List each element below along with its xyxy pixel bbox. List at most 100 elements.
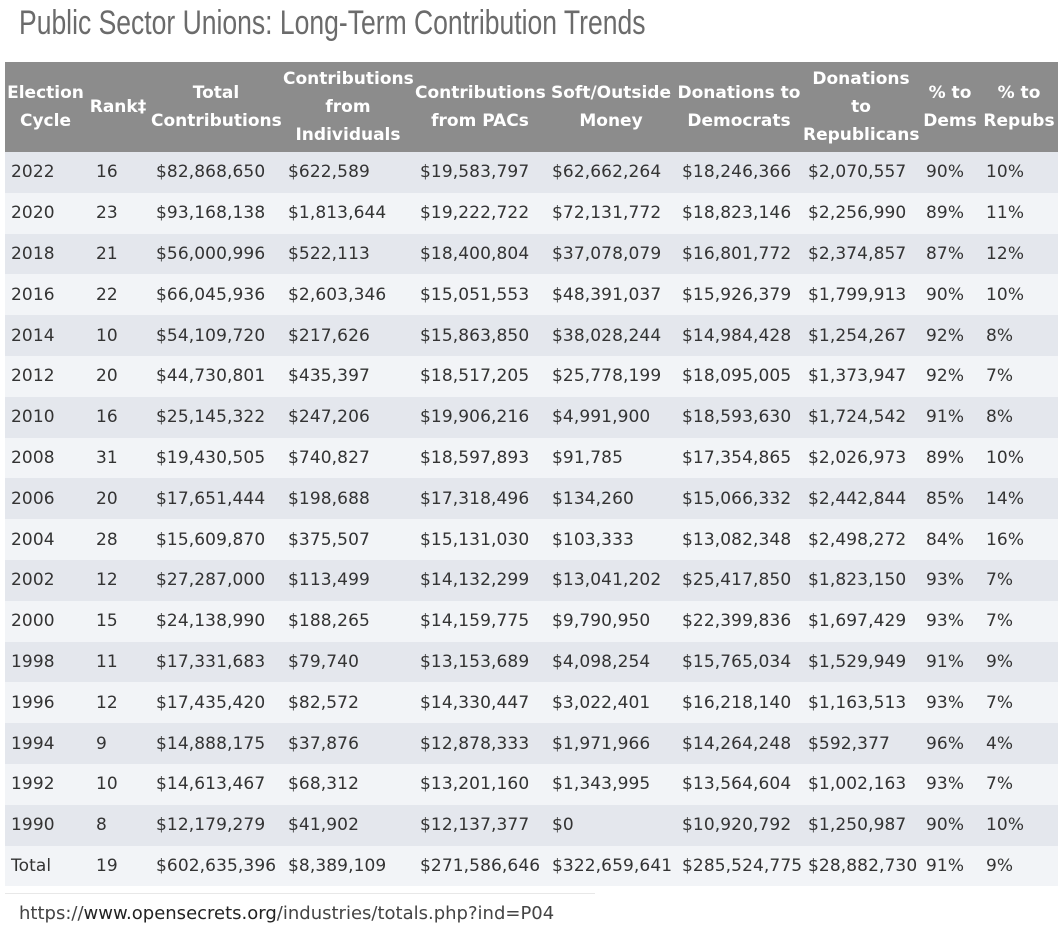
table-cell-election-cycle: 2014 — [5, 315, 86, 356]
table-cell-pct-dems: 89% — [920, 192, 980, 234]
table-cell-rank: 28 — [86, 519, 150, 560]
table-row: 2004 28 $15,609,870 $375,507 $15,131,030 $103… — [5, 519, 1058, 560]
page-title: Public Sector Unions: Long-Term Contribu… — [19, 4, 646, 42]
table-row: 2020 23 $93,168,138 $1,813,644 $19,222,722 $7… — [5, 192, 1058, 234]
table-row: 2012 20 $44,730,801 $435,397 $18,517,205 $25,… — [5, 355, 1058, 397]
table-cell-election-cycle: 1992 — [5, 763, 86, 805]
table-cell-total-contributions: $66,045,936 — [150, 274, 282, 316]
table-cell-contributions-individuals: $375,507 — [282, 519, 414, 560]
table-cell-pct-dems: 85% — [920, 478, 980, 520]
table-cell-soft-outside-money: $134,260 — [546, 478, 676, 520]
table-cell-contributions-individuals: $217,626 — [282, 315, 414, 356]
table-cell-pct-repubs: 16% — [980, 519, 1058, 560]
table-cell-contributions-pacs: $19,222,722 — [414, 192, 546, 234]
table-cell-donations-democrats: $16,801,772 — [676, 233, 802, 275]
table-cell-contributions-individuals: $1,813,644 — [282, 192, 414, 234]
table-cell-contributions-pacs: $14,159,775 — [414, 600, 546, 642]
table-cell-soft-outside-money: $1,343,995 — [546, 763, 676, 805]
table-cell-donations-republicans: $1,823,150 — [802, 559, 920, 601]
table-cell-pct-dems: 92% — [920, 315, 980, 356]
table-cell-donations-democrats: $18,095,005 — [676, 355, 802, 397]
table-cell-contributions-individuals: $79,740 — [282, 641, 414, 683]
table-cell-donations-republicans: $1,799,913 — [802, 274, 920, 316]
table-cell-total-contributions: $56,000,996 — [150, 233, 282, 275]
table-cell-contributions-individuals: $435,397 — [282, 355, 414, 397]
table-cell-contributions-pacs: $17,318,496 — [414, 478, 546, 520]
table-cell-donations-republicans: $1,254,267 — [802, 315, 920, 356]
table-cell-donations-democrats: $22,399,836 — [676, 600, 802, 642]
source-link[interactable]: https://www.opensecrets.org/industries/t… — [19, 903, 554, 924]
column-header-contributions-individuals: Contributions from Individuals — [282, 62, 414, 152]
table-cell-rank: 9 — [86, 723, 150, 764]
table-cell-pct-dems: 91% — [920, 845, 980, 887]
table-row: 2000 15 $24,138,990 $188,265 $14,159,775 $9,7… — [5, 600, 1058, 642]
table-cell-donations-democrats: $18,593,630 — [676, 396, 802, 438]
table-cell-contributions-individuals: $522,113 — [282, 233, 414, 275]
table-cell-donations-democrats: $15,926,379 — [676, 274, 802, 316]
table-cell-total-contributions: $12,179,279 — [150, 804, 282, 846]
column-header-pct-repubs: % to Repubs — [980, 62, 1058, 152]
column-header-donations-republicans: Donations to Republicans — [802, 62, 920, 152]
table-cell-contributions-individuals: $82,572 — [282, 682, 414, 724]
table-cell-donations-democrats: $15,066,332 — [676, 478, 802, 520]
table-cell-total-contributions: $17,435,420 — [150, 682, 282, 724]
table-cell-donations-republicans: $2,026,973 — [802, 437, 920, 479]
table-cell-total-contributions: $25,145,322 — [150, 396, 282, 438]
table-row: 1994 9 $14,888,175 $37,876 $12,878,333 $1,971… — [5, 723, 1058, 764]
table-cell-contributions-pacs: $18,597,893 — [414, 437, 546, 479]
table-cell-election-cycle: 2020 — [5, 192, 86, 234]
table-cell-election-cycle: 2016 — [5, 274, 86, 316]
table-cell-total-contributions: $17,331,683 — [150, 641, 282, 683]
table-cell-election-cycle: 1996 — [5, 682, 86, 724]
table-cell-rank: 16 — [86, 152, 150, 193]
table-cell-rank: 12 — [86, 682, 150, 724]
table-cell-rank: 31 — [86, 437, 150, 479]
table-cell-election-cycle: 2002 — [5, 559, 86, 601]
table-cell-pct-repubs: 8% — [980, 315, 1058, 356]
table-cell-soft-outside-money: $72,131,772 — [546, 192, 676, 234]
table-cell-donations-democrats: $18,823,146 — [676, 192, 802, 234]
table-cell-soft-outside-money: $322,659,641 — [546, 845, 676, 887]
column-header-total-contributions: Total Contributions — [150, 62, 282, 152]
table-cell-contributions-individuals: $247,206 — [282, 396, 414, 438]
table-cell-rank: 19 — [86, 845, 150, 887]
table-cell-pct-repubs: 7% — [980, 763, 1058, 805]
table-cell-contributions-individuals: $8,389,109 — [282, 845, 414, 887]
table-cell-contributions-pacs: $12,137,377 — [414, 804, 546, 846]
table-cell-donations-democrats: $285,524,775 — [676, 845, 802, 887]
table-row: 2002 12 $27,287,000 $113,499 $14,132,299 $13,… — [5, 559, 1058, 601]
table-cell-pct-repubs: 14% — [980, 478, 1058, 520]
table-cell-pct-dems: 87% — [920, 233, 980, 275]
table-cell-rank: 15 — [86, 600, 150, 642]
table-cell-contributions-pacs: $15,131,030 — [414, 519, 546, 560]
table-cell-pct-dems: 90% — [920, 804, 980, 846]
table-row: 1996 12 $17,435,420 $82,572 $14,330,447 $3,02… — [5, 682, 1058, 724]
table-cell-soft-outside-money: $4,098,254 — [546, 641, 676, 683]
table-cell-rank: 21 — [86, 233, 150, 275]
table-row: 2010 16 $25,145,322 $247,206 $19,906,216 $4,9… — [5, 396, 1058, 438]
table-cell-total-contributions: $24,138,990 — [150, 600, 282, 642]
table-cell-election-cycle: 2000 — [5, 600, 86, 642]
table-cell-donations-republicans: $2,498,272 — [802, 519, 920, 560]
table-cell-contributions-individuals: $113,499 — [282, 559, 414, 601]
table-cell-election-cycle: 2018 — [5, 233, 86, 275]
table-cell-pct-dems: 96% — [920, 723, 980, 764]
table-cell-pct-dems: 89% — [920, 437, 980, 479]
table-cell-pct-dems: 91% — [920, 396, 980, 438]
table-cell-donations-democrats: $13,082,348 — [676, 519, 802, 560]
table-cell-donations-republicans: $1,529,949 — [802, 641, 920, 683]
column-header-contributions-pacs: Contributions from PACs — [414, 62, 546, 152]
table-cell-donations-republicans: $2,442,844 — [802, 478, 920, 520]
table-cell-pct-dems: 91% — [920, 641, 980, 683]
table-cell-rank: 23 — [86, 192, 150, 234]
table-header-row: Election Cycle Rank‡ Total Contributions Co… — [5, 62, 1058, 152]
table-cell-donations-republicans: $1,373,947 — [802, 355, 920, 397]
table-cell-pct-repubs: 9% — [980, 641, 1058, 683]
table-cell-contributions-individuals: $68,312 — [282, 763, 414, 805]
table-cell-rank: 20 — [86, 355, 150, 397]
table-cell-soft-outside-money: $4,991,900 — [546, 396, 676, 438]
table-row: 2018 21 $56,000,996 $522,113 $18,400,804 $37,… — [5, 233, 1058, 275]
table-cell-rank: 12 — [86, 559, 150, 601]
table-cell-rank: 22 — [86, 274, 150, 316]
table-cell-rank: 10 — [86, 763, 150, 805]
